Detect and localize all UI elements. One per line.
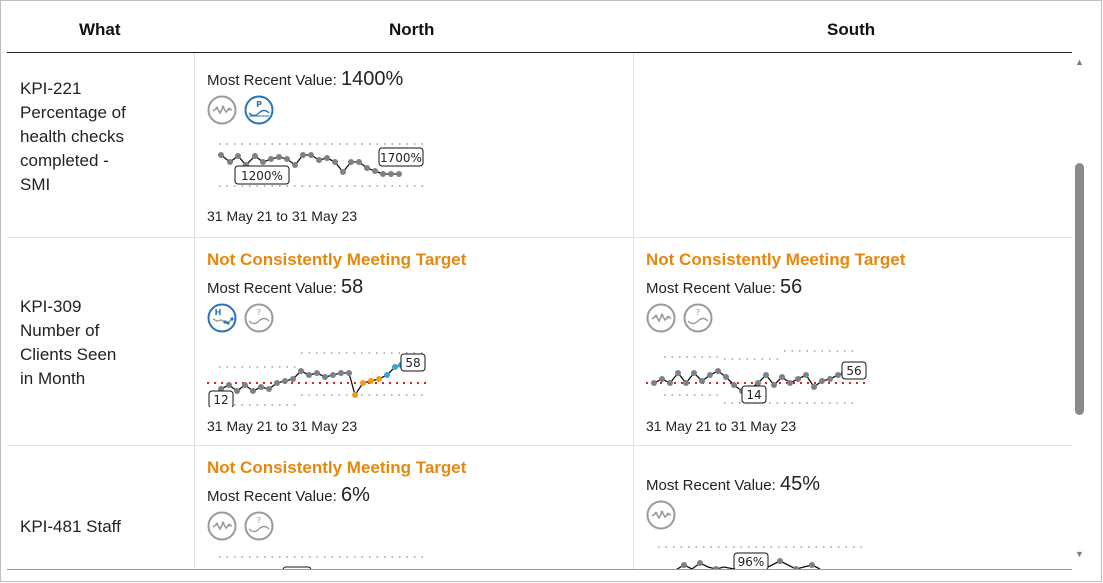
north-cell: Most Recent Value: 1400% P bbox=[195, 53, 634, 237]
date-range: 31 May 21 to 31 May 23 bbox=[207, 418, 358, 434]
table-row: KPI-221 Percentage of health checks comp… bbox=[7, 53, 1072, 238]
svg-text:?: ? bbox=[257, 308, 261, 317]
svg-text:P: P bbox=[257, 100, 263, 109]
latest-value-label: 1700% bbox=[380, 151, 422, 165]
special-cause-high-icon[interactable]: H bbox=[207, 303, 237, 333]
icon-group: ? bbox=[207, 511, 277, 541]
latest-value-label: 56 bbox=[846, 364, 861, 378]
assurance-unknown-icon[interactable]: ? bbox=[244, 511, 274, 541]
what-cell: KPI-309 Number of Clients Seen in Month bbox=[7, 237, 195, 445]
kpi-name: KPI-481 Staff bbox=[20, 517, 121, 536]
what-cell: KPI-481 Staff bbox=[7, 445, 195, 569]
most-recent-value: Most Recent Value: 45% bbox=[646, 473, 820, 495]
north-cell: Not Consistently Meeting Target Most Rec… bbox=[195, 445, 634, 569]
south-cell bbox=[634, 53, 1072, 237]
date-range: 31 May 21 to 31 May 23 bbox=[207, 208, 358, 224]
min-value-label: 1200% bbox=[241, 169, 283, 183]
min-value-label: 14 bbox=[746, 388, 761, 402]
icon-group: ? bbox=[646, 303, 716, 333]
icon-group: H ? bbox=[207, 303, 277, 333]
assurance-unknown-icon[interactable]: ? bbox=[244, 303, 274, 333]
table-bottom-border bbox=[7, 569, 1072, 570]
table-row: KPI-309 Number of Clients Seen in Month … bbox=[7, 237, 1072, 446]
header-what: What bbox=[79, 20, 121, 39]
svg-text:H: H bbox=[215, 308, 222, 317]
common-cause-variation-icon[interactable] bbox=[207, 95, 237, 125]
table-header: What North South bbox=[7, 0, 1072, 53]
what-cell: KPI-221 Percentage of health checks comp… bbox=[7, 53, 195, 237]
spc-sparkline: 96% bbox=[658, 546, 864, 569]
kpi-name: KPI-309 Number of Clients Seen in Month bbox=[20, 297, 117, 388]
icon-group: P bbox=[207, 95, 277, 125]
status-label: Not Consistently Meeting Target bbox=[646, 250, 906, 269]
most-recent-value: Most Recent Value: 1400% bbox=[207, 68, 404, 90]
most-recent-value: Most Recent Value: 6% bbox=[207, 484, 370, 506]
common-cause-variation-icon[interactable] bbox=[646, 500, 676, 530]
min-value-label: 12 bbox=[213, 393, 228, 407]
status-label: Not Consistently Meeting Target bbox=[207, 458, 467, 477]
kpi-name: KPI-221 Percentage of health checks comp… bbox=[20, 79, 126, 194]
icon-group bbox=[646, 500, 679, 530]
header-north: North bbox=[389, 20, 435, 39]
most-recent-value: Most Recent Value: 58 bbox=[207, 276, 364, 298]
spc-sparkline: 12 58 bbox=[207, 352, 431, 407]
scrollbar-thumb[interactable] bbox=[1075, 163, 1084, 415]
latest-value-label: 96% bbox=[738, 555, 765, 569]
scroll-down-arrow-icon[interactable]: ▼ bbox=[1075, 549, 1084, 559]
north-cell: Not Consistently Meeting Target Most Rec… bbox=[195, 237, 634, 445]
date-range: 31 May 21 to 31 May 23 bbox=[646, 418, 797, 434]
status-label: Not Consistently Meeting Target bbox=[207, 250, 467, 269]
header-south: South bbox=[827, 20, 876, 39]
svg-text:?: ? bbox=[257, 516, 261, 525]
spc-sparkline: 14 56 bbox=[646, 350, 867, 404]
most-recent-value: Most Recent Value: 56 bbox=[646, 276, 803, 298]
south-cell: Most Recent Value: 45% 96% bbox=[634, 445, 1072, 569]
scroll-up-arrow-icon[interactable]: ▲ bbox=[1075, 57, 1084, 67]
assurance-pass-icon[interactable]: P bbox=[244, 95, 274, 125]
table-body: KPI-221 Percentage of health checks comp… bbox=[7, 53, 1072, 569]
spc-sparkline bbox=[219, 556, 425, 569]
assurance-unknown-icon[interactable]: ? bbox=[683, 303, 713, 333]
svg-text:?: ? bbox=[696, 308, 700, 317]
spc-sparkline: 1200% 1700% bbox=[218, 143, 425, 187]
table-row: KPI-481 Staff Not Consistently Meeting T… bbox=[7, 445, 1072, 569]
common-cause-variation-icon[interactable] bbox=[207, 511, 237, 541]
latest-value-label: 58 bbox=[405, 356, 420, 370]
common-cause-variation-icon[interactable] bbox=[646, 303, 676, 333]
south-cell: Not Consistently Meeting Target Most Rec… bbox=[634, 237, 1072, 445]
vertical-scrollbar[interactable]: ▲ ▼ bbox=[1073, 53, 1087, 569]
